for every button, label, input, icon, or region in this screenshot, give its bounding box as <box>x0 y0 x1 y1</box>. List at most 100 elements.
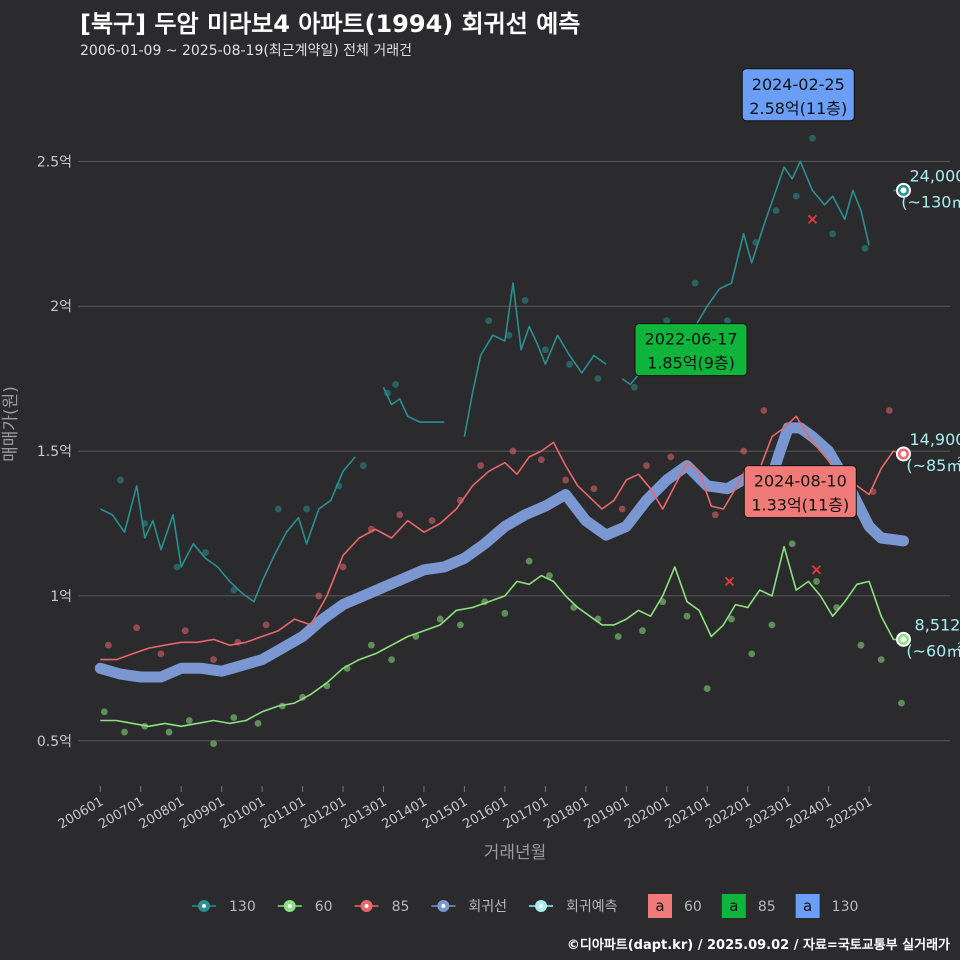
annotations: 2024-02-25 2.58억(11층) 2022-06-17 1.85억(9층) 2… <box>634 68 857 519</box>
chart-subtitle: 2006-01-09 ~ 2025-08-19(최근계약일) 전체 거래건 <box>80 43 412 59</box>
legend-label: 85 <box>392 899 410 915</box>
transaction-point <box>885 407 893 414</box>
transaction-point <box>202 549 209 556</box>
transaction-point <box>772 207 780 215</box>
x-tick-label: 202001 <box>622 794 672 832</box>
transaction-point <box>594 375 602 383</box>
transaction-point <box>537 456 545 464</box>
transaction-point <box>857 641 865 649</box>
legend-box-letter: a <box>655 897 664 915</box>
x-tick-label: 201601 <box>460 794 510 832</box>
end-value-label: 8,512 <box>915 615 960 634</box>
transaction-point <box>663 317 671 325</box>
series-line-85 <box>100 415 904 661</box>
transaction-point <box>788 540 796 548</box>
legend-box-label: 60 <box>684 899 702 915</box>
x-axis-label: 거래년월 <box>484 843 547 863</box>
x-tick-label: 200701 <box>96 794 146 832</box>
transaction-point <box>315 592 323 600</box>
transaction-point <box>813 578 820 585</box>
transaction-point <box>630 383 638 391</box>
legend-box-letter: a <box>729 897 738 915</box>
end-area-label: (~85㎡) <box>906 456 960 475</box>
chart-title: [북구] 두암 미라보4 아파트(1994) 회귀선 예측 <box>80 10 581 38</box>
cancelled-marker <box>811 565 822 575</box>
legend-box <box>721 894 746 918</box>
legend-box-label: 130 <box>832 899 859 915</box>
transaction-point <box>643 462 650 469</box>
transaction-point <box>230 714 238 721</box>
annotation-date: 2022-06-17 <box>645 330 738 349</box>
end-marker-center <box>900 450 907 457</box>
end-area-label: (~60㎡) <box>906 641 960 660</box>
legend-key-center <box>287 904 292 908</box>
transaction-point <box>303 505 311 513</box>
legend-key-center <box>441 904 446 908</box>
end-value-label: 24,000 <box>909 166 960 185</box>
legend-box <box>648 894 672 918</box>
y-tick-label: 0.5억 <box>37 734 72 750</box>
x-tick-label: 202301 <box>744 794 794 832</box>
regression-line <box>94 422 909 683</box>
x-tick-label: 200801 <box>137 794 187 832</box>
end-area-label: (~130㎡) <box>901 192 960 211</box>
end-marker-center <box>900 636 907 643</box>
y-tick-label: 1.5억 <box>37 444 72 460</box>
annotation-price: 1.33억(11층) <box>751 496 849 515</box>
y-axis-label: 매매가(원) <box>1 386 21 462</box>
x-tick-label: 202501 <box>825 794 875 832</box>
transaction-point <box>541 346 549 354</box>
legend-label: 60 <box>315 899 333 915</box>
legend-label: 회귀예측 <box>566 899 618 915</box>
transaction-point <box>230 586 238 594</box>
x-tick-label: 201001 <box>218 794 268 832</box>
x-axis: 2006012007012008012009012010012011012012… <box>56 786 875 832</box>
transaction-point <box>165 728 173 736</box>
series-line-60 <box>100 545 904 728</box>
legend-box <box>795 894 820 918</box>
x-tick-label: 202101 <box>663 794 713 832</box>
transaction-point <box>683 612 691 620</box>
transaction-point <box>728 615 735 623</box>
annotation-box <box>741 68 855 122</box>
transaction-point <box>210 740 217 748</box>
annotation-box <box>634 323 748 377</box>
legend-label: 회귀선 <box>468 899 507 915</box>
x-tick-label: 200901 <box>177 794 227 832</box>
transaction-point <box>505 331 513 339</box>
end-marker-center <box>900 187 907 194</box>
transaction-point <box>590 485 598 493</box>
x-tick-label: 200601 <box>56 794 106 832</box>
legend-key-center <box>202 904 206 908</box>
transaction-point <box>262 621 270 629</box>
transaction-point <box>485 317 493 325</box>
transaction-point <box>100 708 108 716</box>
transaction-point <box>829 230 837 238</box>
regression-line-path <box>94 422 909 683</box>
transaction-point <box>392 381 400 388</box>
transaction-point <box>210 656 217 664</box>
footer-credit: ©디아파트(dapt.kr) / 2025.09.02 / 자료=국토교통부 실… <box>566 938 950 953</box>
transaction-point <box>521 297 529 304</box>
transaction-point <box>339 563 347 571</box>
x-tick-label: 202201 <box>703 794 753 832</box>
cancelled-marker <box>724 576 735 587</box>
transaction-point <box>436 615 444 623</box>
transaction-point <box>809 134 816 142</box>
transaction-point <box>760 407 768 414</box>
transaction-point <box>157 650 165 658</box>
y-tick-label: 2.5억 <box>37 154 72 170</box>
transaction-point <box>525 557 533 565</box>
transaction-point <box>566 360 574 368</box>
transaction-point <box>667 453 675 461</box>
y-axis: 0.5억 1억 1.5억 2억 2.5억 <box>37 154 72 749</box>
y-tick-label: 2억 <box>50 299 72 315</box>
transaction-point <box>359 462 367 469</box>
legend-key-center <box>364 904 369 908</box>
cancelled-marker <box>807 214 818 225</box>
transaction-point <box>509 447 517 455</box>
transaction-point <box>477 462 485 469</box>
transaction-point <box>121 728 128 736</box>
transaction-point <box>724 317 731 325</box>
